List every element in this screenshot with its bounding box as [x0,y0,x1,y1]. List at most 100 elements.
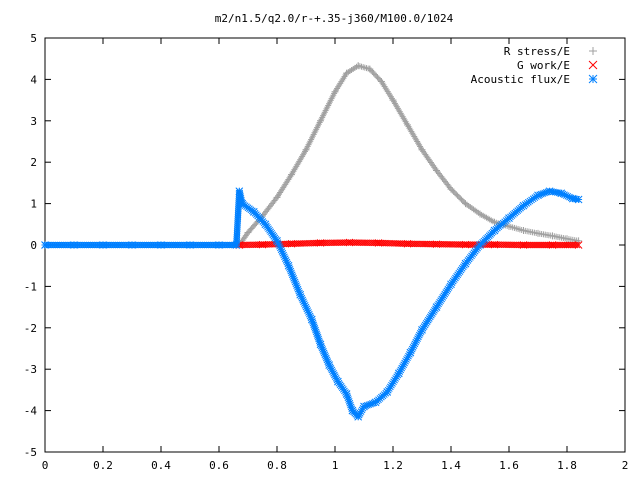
series-1-point [287,239,296,248]
series-2-point [41,241,49,249]
series-2-point [519,201,528,210]
series-0-trail-mark [453,191,460,198]
series-layer [41,62,583,421]
series-0-trail-mark [375,75,382,82]
legend-label: Acoustic flux/E [471,73,570,86]
series-2-point [461,259,470,268]
x-tick-label: 0 [42,459,49,472]
series-2-point [284,261,293,270]
series-0-point [433,166,440,174]
series-0-point [288,171,295,179]
series-2-point [476,241,484,249]
chart-title: m2/n1.5/q2.0/r-+.35-j360/M100.0/1024 [215,12,454,25]
series-1-point [519,241,528,249]
y-tick-label: 5 [30,32,37,45]
series-0-point [534,229,542,237]
series-2-point [557,189,566,198]
y-tick-label: 4 [30,73,37,86]
y-tick-label: 1 [30,198,37,211]
series-1-point [258,240,267,249]
legend-label: G work/E [517,59,570,72]
series-1-point [461,240,470,249]
series-2-point [316,340,325,349]
series-0-point [404,121,411,129]
series-2-point [383,388,392,396]
series-0-point [491,218,498,226]
series-2-point [360,402,368,411]
series-1-point [432,240,441,249]
series-0-trail-mark [368,67,375,74]
legend-label: R stress/E [504,45,570,58]
series-2-point [334,377,342,386]
series-2-point [348,406,357,415]
y-tick-label: -1 [24,280,37,293]
series-2-point [354,412,363,421]
x-tick-label: 0.4 [151,459,171,472]
series-0-point [302,146,310,154]
series-0-point [462,200,469,208]
x-tick-label: 0.6 [209,459,229,472]
series-1-point [490,240,499,249]
series-2-point [545,187,554,196]
series-0-point [317,117,324,125]
series-0-point [447,185,455,193]
x-tick-label: 1.4 [441,459,461,472]
legend-marker [588,60,598,70]
series-0-point [389,96,397,104]
series-2-point [70,241,78,249]
series-0-trail-mark [451,190,458,197]
series-0-point [476,210,484,218]
series-0-trail-mark [457,195,464,202]
series-2-point [238,199,247,208]
series-1-point [403,239,412,248]
series-2-point [235,187,244,196]
series-1-point [374,239,383,247]
y-tick-label: 0 [30,239,37,252]
series-0-point [549,232,556,240]
series-2 [41,187,583,421]
series-1-point [574,241,583,249]
series-2-point [394,369,403,378]
series-2-point [307,315,316,324]
series-2-point [273,237,281,245]
series-2-point [99,241,107,249]
series-0-trail-mark [450,188,457,195]
series-1-point [548,241,557,249]
x-tick-label: 1.2 [383,459,403,472]
series-2-point [157,241,165,249]
series-2-point [574,195,583,204]
series-0-point [273,193,281,201]
series-2-point [249,208,258,216]
legend-marker [589,47,597,55]
series-2-point [490,226,499,235]
series-0-trail-mark [458,196,465,203]
series-0-trail-mark [369,68,376,75]
series-0-point [244,229,252,237]
y-tick-label: 2 [30,156,37,169]
series-0-trail-mark [449,187,456,194]
x-tick-label: 1.8 [557,459,577,472]
series-2-point [447,280,455,289]
y-tick-label: 3 [30,115,37,128]
series-1-point [316,239,325,247]
series-2-point [371,398,380,407]
series-2-point [432,303,441,311]
series-2-point [232,241,241,249]
series-0-trail-mark [459,197,466,204]
series-0-point [331,88,339,96]
series-2-point [406,348,415,357]
series-2-point [325,361,334,369]
series-0-trail-mark [371,71,378,78]
series-2-point [342,390,351,398]
x-tick-label: 0.2 [93,459,113,472]
series-0-point [377,77,385,85]
x-tick-label: 1.6 [499,459,519,472]
series-2-point [505,214,513,222]
series-0-point [366,65,374,73]
x-tick-label: 1 [332,459,339,472]
axis-ticks: 0 0.2 0.4 0.6 0.8 1 1.2 1.4 1.6 1.8 2 5 4 3 2 1 0 -1 -2 -3 -… [24,32,629,472]
series-2-point [215,241,223,249]
series-0-point [520,227,527,235]
